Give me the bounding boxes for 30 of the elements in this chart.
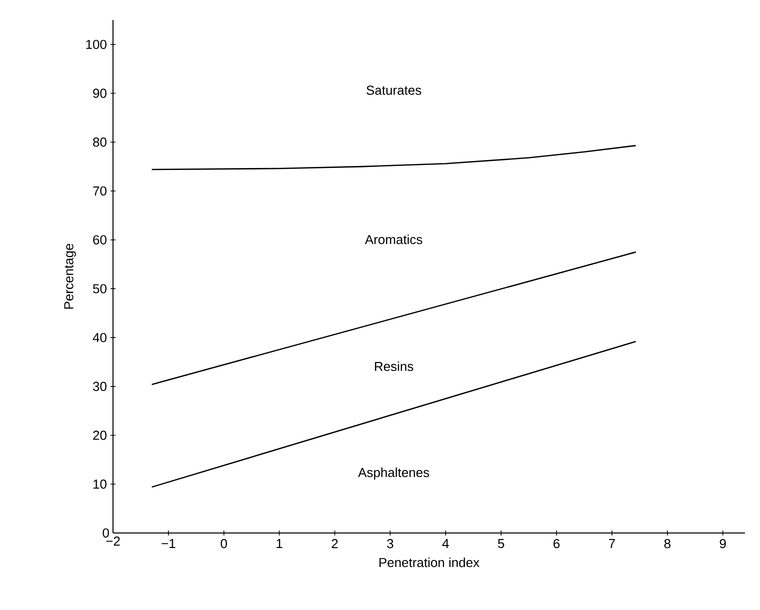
y-tick-label: 20 <box>93 430 106 440</box>
y-tick-label: 10 <box>94 480 106 489</box>
y-tick-label: 60 <box>93 235 106 244</box>
y-tick-label: 80 <box>93 138 106 147</box>
y-tick-label: 0 <box>102 528 109 538</box>
x-tick-label: 4 <box>442 539 449 548</box>
annotation: Resins <box>374 361 414 372</box>
y-tick-label: 50 <box>93 284 106 294</box>
annotation: Asphaltenes <box>358 468 430 480</box>
x-tick-label: −1 <box>162 539 176 548</box>
x-tick-label: 6 <box>554 539 560 548</box>
x-axis-title: Penetration index <box>379 558 480 568</box>
annotation: Saturates <box>366 86 422 95</box>
annotation: Aromatics <box>364 234 422 244</box>
x-tick-label: 3 <box>387 539 394 548</box>
y-tick-label: 90 <box>93 88 106 98</box>
y-axis-title: Percentage <box>64 244 76 309</box>
line-series <box>151 144 636 170</box>
x-tick-label: 5 <box>498 539 504 548</box>
x-tick-label: 0 <box>220 539 227 548</box>
y-tick-label: 40 <box>92 332 106 342</box>
x-tick-label: 2 <box>332 539 338 548</box>
x-tick-label: −2 <box>106 536 120 546</box>
x-tick-label: 8 <box>664 539 670 548</box>
y-tick-label: 70 <box>93 186 106 196</box>
x-tick-label: 7 <box>609 539 615 548</box>
y-tick-label: 100 <box>86 40 106 50</box>
x-tick-label: 9 <box>720 539 726 548</box>
x-tick-label: 1 <box>276 539 282 548</box>
y-tick-label: 30 <box>93 382 106 392</box>
